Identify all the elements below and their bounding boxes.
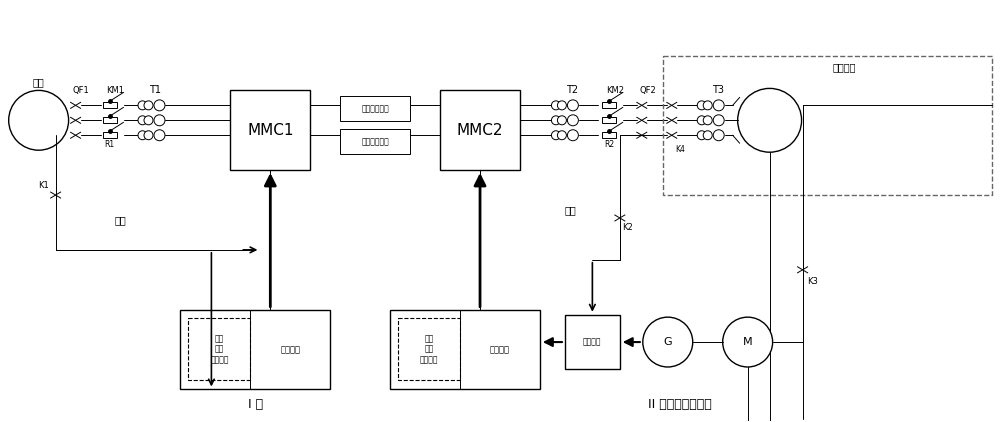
- Circle shape: [713, 115, 724, 126]
- Text: K4: K4: [675, 145, 685, 154]
- Circle shape: [557, 131, 566, 140]
- Circle shape: [723, 317, 773, 367]
- Circle shape: [697, 116, 706, 125]
- Text: K2: K2: [622, 223, 633, 233]
- Text: R1: R1: [104, 140, 115, 149]
- Bar: [663, 56, 992, 195]
- Text: 阀控
极控
控制系统: 阀控 极控 控制系统: [420, 334, 438, 364]
- Circle shape: [154, 100, 165, 111]
- Bar: [398, 318, 460, 381]
- Circle shape: [9, 90, 69, 150]
- Text: MMC2: MMC2: [457, 123, 503, 138]
- Bar: [340, 129, 410, 154]
- Circle shape: [697, 131, 706, 140]
- Circle shape: [703, 116, 712, 125]
- Text: 线路模拟装置: 线路模拟装置: [361, 137, 389, 146]
- Bar: [390, 310, 540, 390]
- Circle shape: [138, 116, 147, 125]
- Text: 阀控
极控
控制系统: 阀控 极控 控制系统: [210, 334, 229, 364]
- Text: T1: T1: [149, 85, 161, 95]
- Circle shape: [551, 116, 560, 125]
- Circle shape: [703, 131, 712, 140]
- Text: 冷却系统: 冷却系统: [490, 345, 510, 354]
- Circle shape: [567, 130, 578, 141]
- Text: R2: R2: [604, 140, 614, 149]
- Circle shape: [551, 131, 560, 140]
- Bar: [602, 117, 616, 123]
- Circle shape: [557, 116, 566, 125]
- Text: 冷却系统: 冷却系统: [280, 345, 300, 354]
- Circle shape: [551, 101, 560, 110]
- Bar: [103, 103, 117, 108]
- Text: 电源: 电源: [115, 215, 126, 225]
- Text: 电源: 电源: [564, 205, 576, 215]
- Circle shape: [713, 100, 724, 111]
- Bar: [103, 117, 117, 123]
- Bar: [602, 132, 616, 138]
- Bar: [440, 90, 520, 170]
- Circle shape: [567, 100, 578, 111]
- Text: G: G: [663, 337, 672, 347]
- Circle shape: [154, 130, 165, 141]
- Text: II 端（黑启动端）: II 端（黑启动端）: [648, 398, 712, 411]
- Text: QF1: QF1: [72, 86, 89, 95]
- Circle shape: [713, 130, 724, 141]
- Circle shape: [144, 131, 153, 140]
- Bar: [230, 90, 310, 170]
- Circle shape: [703, 101, 712, 110]
- Circle shape: [144, 101, 153, 110]
- Circle shape: [144, 116, 153, 125]
- Bar: [565, 315, 620, 370]
- Bar: [340, 96, 410, 121]
- Circle shape: [697, 101, 706, 110]
- Text: K1: K1: [38, 181, 49, 189]
- Text: KM2: KM2: [606, 86, 624, 95]
- Text: T3: T3: [712, 85, 724, 95]
- Bar: [602, 103, 616, 108]
- Circle shape: [643, 317, 693, 367]
- Text: M: M: [743, 337, 752, 347]
- Circle shape: [567, 115, 578, 126]
- Text: MMC1: MMC1: [247, 123, 294, 138]
- Circle shape: [738, 88, 802, 152]
- Text: T2: T2: [566, 85, 578, 95]
- Bar: [180, 310, 330, 390]
- Circle shape: [138, 131, 147, 140]
- Bar: [188, 318, 250, 381]
- Circle shape: [557, 101, 566, 110]
- Text: 线路模拟装置: 线路模拟装置: [361, 104, 389, 114]
- Circle shape: [154, 115, 165, 126]
- Text: 电网: 电网: [33, 77, 45, 87]
- Text: K3: K3: [807, 277, 818, 286]
- Text: I 端: I 端: [248, 398, 263, 411]
- Bar: [103, 132, 117, 138]
- Text: 模拟电网: 模拟电网: [832, 62, 856, 73]
- Text: KM1: KM1: [107, 86, 125, 95]
- Text: 转换开关: 转换开关: [583, 338, 602, 346]
- Text: QF2: QF2: [639, 86, 656, 95]
- Circle shape: [138, 101, 147, 110]
